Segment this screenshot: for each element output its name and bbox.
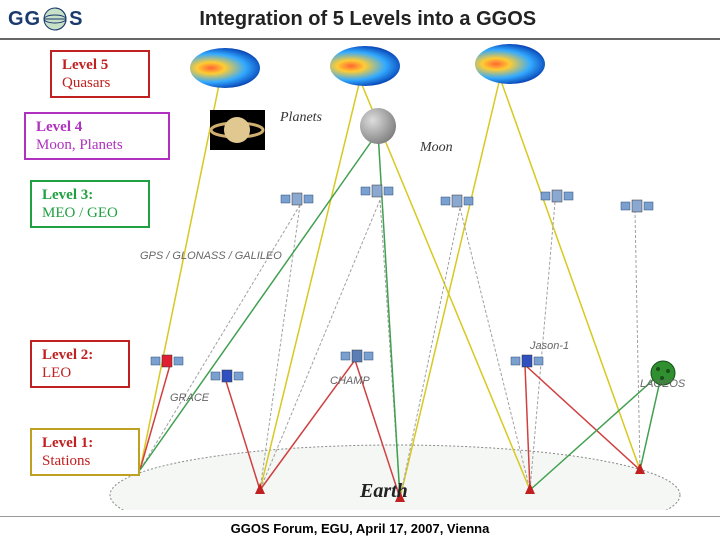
ggos-logo: GG S [8, 7, 83, 31]
quasar-0 [190, 48, 260, 88]
saturn-image [210, 110, 265, 150]
quasar-2 [475, 44, 545, 84]
page-title: Integration of 5 Levels into a GGOS [83, 8, 712, 31]
leo-sat-1 [210, 365, 244, 392]
grace-lbl: GRACE [170, 392, 209, 404]
gnss-sat-0 [280, 188, 314, 215]
earth-lbl: Earth [360, 480, 408, 503]
lageos-lbl: LAGEOS [640, 378, 685, 390]
logo-text-left: GG [8, 8, 41, 31]
diagram-canvas: Level 5Quasars Level 4Moon, Planets Level … [0, 40, 720, 510]
moon-image [360, 108, 396, 144]
leo-sat-0 [150, 350, 184, 377]
level-box-l3: Level 3:MEO / GEO [30, 180, 150, 228]
header: GG S Integration of 5 Levels into a GGOS [0, 0, 720, 40]
footer-text: GGOS Forum, EGU, April 17, 2007, Vienna [0, 516, 720, 536]
level-box-l5: Level 5Quasars [50, 50, 150, 98]
leo-sat-2 [340, 345, 374, 372]
level-box-l4: Level 4Moon, Planets [24, 112, 170, 160]
level-box-l2: Level 2:LEO [30, 340, 130, 388]
champ-lbl: CHAMP [330, 375, 370, 387]
globe-icon [43, 7, 67, 31]
level-box-l1: Level 1:Stations [30, 428, 140, 476]
quasar-1 [330, 46, 400, 86]
gnss-sat-2 [440, 190, 474, 217]
moon-ann: Moon [420, 140, 453, 156]
gnss-sat-1 [360, 180, 394, 207]
gnss-sat-4 [620, 195, 654, 222]
planets-ann: Planets [280, 110, 322, 126]
gnss-sat-3 [540, 185, 574, 212]
logo-text-right: S [69, 8, 83, 31]
leo-sat-3 [510, 350, 544, 377]
gps-lbl: GPS / GLONASS / GALILEO [140, 250, 282, 262]
jason-lbl: Jason-1 [530, 340, 569, 352]
